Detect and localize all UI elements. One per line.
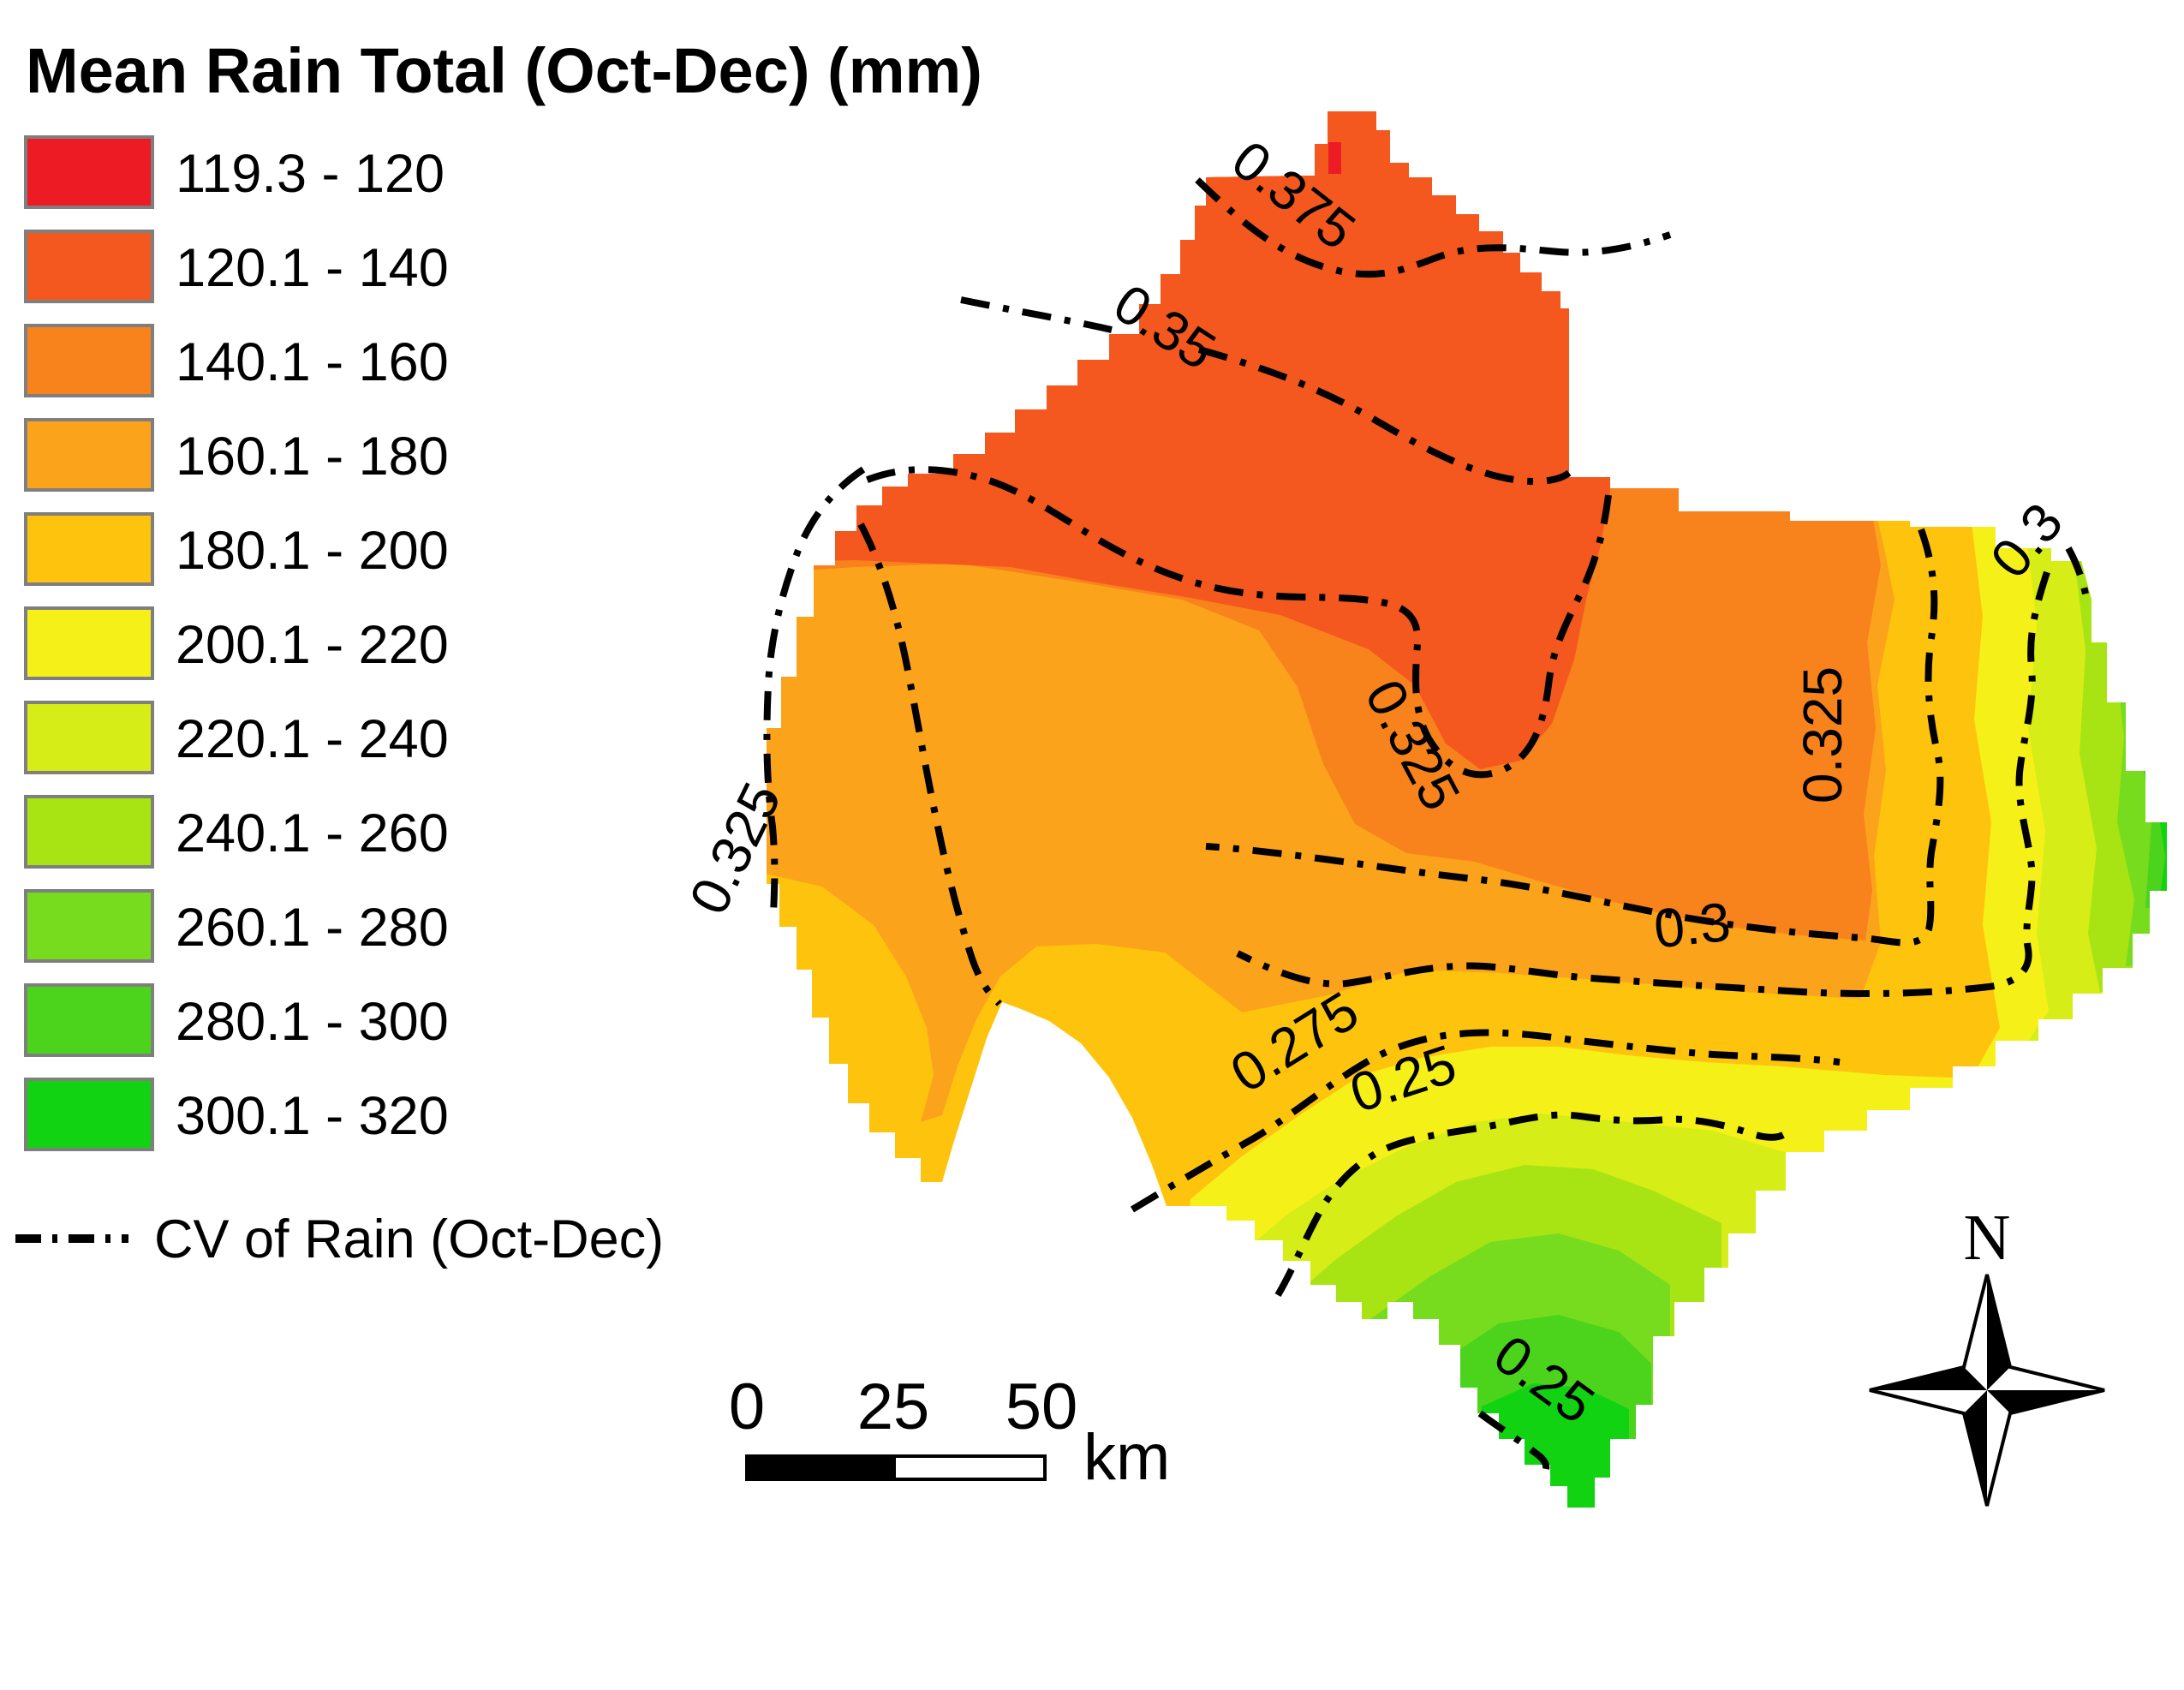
legend-label: 240.1 - 260 [176, 803, 449, 863]
legend-label: 280.1 - 300 [176, 992, 449, 1052]
legend-label: 160.1 - 180 [176, 427, 449, 487]
contour-0325-west-arc [763, 466, 866, 916]
contour-035-a [960, 296, 1113, 333]
scale-tick-25: 25 [857, 1371, 930, 1443]
legend-label: 120.1 - 140 [176, 238, 449, 298]
legend-label: 260.1 - 280 [176, 898, 449, 958]
legend-swatch [24, 230, 154, 303]
rain-raster-map: 0.375 0.35 0.325 0.325 0.325 0.3 0.3 0.2… [677, 111, 2167, 1508]
contour-0375 [1195, 177, 1672, 278]
legend-label: 220.1 - 240 [176, 709, 449, 769]
scale-tick-50: 50 [1005, 1371, 1078, 1443]
contour-025 [1274, 1111, 1785, 1298]
contour-0325-main [862, 466, 1612, 779]
contour-0325-mid [857, 523, 1002, 1006]
scale-bar-filled-half [747, 1456, 896, 1479]
contour-label: 0.3 [1651, 891, 1733, 960]
compass-star-black-s-icon [1964, 1390, 1987, 1506]
legend-swatch [24, 795, 154, 869]
north-arrow: N [1869, 1202, 2105, 1507]
legend-swatch [24, 889, 154, 963]
cv-legend-label: CV of Rain (Oct-Dec) [154, 1209, 664, 1269]
contour-0275 [1130, 1029, 1841, 1213]
legend-swatch [24, 701, 154, 774]
compass-star-black-w-icon [1870, 1367, 1987, 1390]
compass-star-black-n-icon [1987, 1275, 2010, 1390]
band-300-320 [1447, 1383, 1629, 1508]
contour-label: 0.325 [1792, 666, 1853, 803]
legend-swatch [24, 324, 154, 397]
contour-035-b [1197, 346, 1572, 485]
legend-swatch [24, 512, 154, 586]
scale-tick-0: 0 [729, 1371, 765, 1443]
band-119-120 [1328, 142, 1341, 174]
legend-label: 200.1 - 220 [176, 615, 449, 675]
legend-label: 180.1 - 200 [176, 521, 449, 581]
legend-label: 140.1 - 160 [176, 332, 449, 392]
legend-swatch [24, 418, 154, 492]
scale-bar: 0 25 50 km [729, 1371, 1170, 1494]
legend-swatch [24, 1078, 154, 1151]
cv-contours [763, 177, 2090, 1470]
legend-label: 300.1 - 320 [176, 1086, 449, 1146]
north-label: N [1964, 1202, 2011, 1274]
legend-swatch [24, 983, 154, 1057]
contour-03-east [1236, 570, 2050, 997]
legend-label: 119.3 - 120 [176, 144, 445, 204]
legend-swatch [24, 606, 154, 680]
contour-0325-east [1205, 528, 1944, 947]
legend: 119.3 - 120 120.1 - 140 140.1 - 160 160.… [15, 135, 664, 1269]
compass-star-black-e-icon [1987, 1390, 2104, 1413]
contour-03-ne-tip [2065, 546, 2090, 599]
scale-unit: km [1083, 1421, 1170, 1494]
band-300-320-east [2158, 809, 2167, 895]
contour-025-tail [1477, 1410, 1550, 1470]
page-title: Mean Rain Total (Oct-Dec) (mm) [26, 35, 982, 106]
legend-swatch [24, 135, 154, 209]
